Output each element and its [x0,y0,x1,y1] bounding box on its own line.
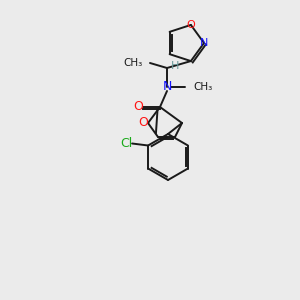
Text: N: N [162,80,172,94]
Text: O: O [138,116,148,130]
Text: H: H [171,61,179,71]
Text: CH₃: CH₃ [124,58,143,68]
Text: O: O [133,100,143,113]
Text: CH₃: CH₃ [193,82,212,92]
Text: Cl: Cl [120,137,132,150]
Text: O: O [187,20,195,30]
Text: N: N [200,38,208,48]
